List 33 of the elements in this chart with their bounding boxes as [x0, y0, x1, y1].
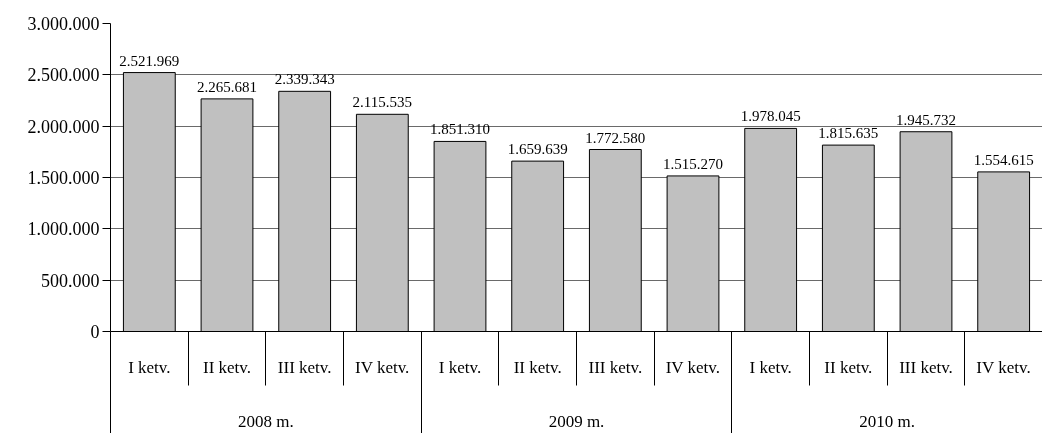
y-tick-label: 1.500.000 [27, 168, 100, 188]
x-tick-label: III ketv. [588, 357, 643, 377]
data-label: 1.772.580 [585, 129, 646, 146]
y-tick-label: 1.000.000 [27, 219, 100, 240]
data-label: 1.815.635 [818, 125, 879, 142]
x-tick-label: II ketv. [513, 357, 562, 377]
x-tick-label: IV ketv. [665, 357, 720, 377]
text: 2009 m. [548, 411, 605, 431]
x-tick-label: IV ketv. [976, 357, 1031, 377]
x-tick-label: I ketv. [749, 357, 792, 377]
data-label: 2.115.535 [352, 94, 413, 111]
data-label: 2.521.969 [119, 52, 180, 69]
text: 2010 m. [859, 411, 916, 431]
data-label: 2.339.343 [274, 71, 335, 88]
y-tick-label: 2.500.000 [27, 65, 100, 86]
data-label: 1.978.045 [740, 108, 801, 125]
x-tick-label: I ketv. [438, 357, 482, 377]
data-label: 1.515.270 [663, 155, 723, 172]
x-tick-label: II ketv. [203, 357, 252, 377]
data-label: 1.554.615 [973, 151, 1034, 168]
y-tick-label: 0 [90, 322, 100, 342]
y-tick-label: 2.000.000 [27, 116, 100, 137]
x-tick-label: II ketv. [824, 357, 873, 377]
x-tick-label: I ketv. [128, 357, 171, 377]
x-tick-label: III ketv. [277, 357, 332, 377]
data-label: 1.945.732 [896, 111, 956, 128]
x-tick-label: IV ketv. [355, 357, 410, 377]
text: 2008 m. [237, 411, 294, 431]
x-tick-label: III ketv. [899, 357, 953, 377]
data-label: 2.265.681 [197, 78, 257, 95]
y-tick-label: 500.000 [41, 270, 100, 291]
y-tick-label: 3.000.000 [27, 14, 100, 34]
data-label: 1.659.639 [507, 141, 568, 158]
